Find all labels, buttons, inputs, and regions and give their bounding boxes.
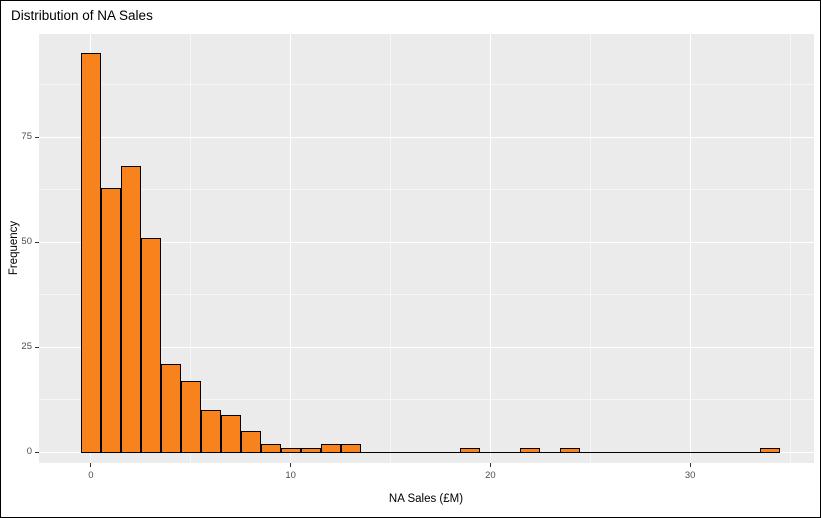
- x-major-gridline: [290, 34, 292, 463]
- x-major-gridline: [689, 34, 691, 463]
- histogram-bar: [80, 52, 101, 454]
- histogram-bar: [180, 380, 201, 454]
- y-minor-gridline: [39, 294, 814, 296]
- chart-title: Distribution of NA Sales: [11, 8, 153, 23]
- x-major-gridline: [489, 34, 491, 463]
- y-minor-gridline: [39, 83, 814, 85]
- histogram-bar: [200, 410, 221, 454]
- y-tick-mark: [35, 346, 39, 348]
- histogram-bar: [160, 364, 181, 454]
- y-tick-label: 75: [21, 131, 32, 143]
- histogram-bar: [340, 444, 361, 454]
- x-tick-label: 0: [88, 470, 94, 481]
- y-minor-gridline: [39, 399, 814, 401]
- y-tick-mark: [35, 136, 39, 138]
- y-minor-gridline: [39, 189, 814, 191]
- x-minor-gridline: [789, 34, 791, 463]
- x-minor-gridline: [589, 34, 591, 463]
- histogram-bar: [760, 448, 781, 454]
- y-tick-label: 25: [21, 341, 32, 353]
- histogram-bar: [260, 444, 281, 454]
- x-minor-gridline: [390, 34, 392, 463]
- x-tick-mark: [489, 463, 491, 467]
- plot-panel: [39, 34, 814, 463]
- histogram-bar: [220, 414, 241, 454]
- y-tick-mark: [35, 241, 39, 243]
- histogram-bar: [120, 166, 141, 454]
- y-tick-mark: [35, 451, 39, 453]
- y-tick-label: 50: [21, 236, 32, 248]
- x-tick-mark: [290, 463, 292, 467]
- histogram-bar: [460, 448, 481, 454]
- y-major-gridline: [39, 136, 814, 138]
- histogram-bar: [320, 444, 341, 454]
- x-tick-label: 30: [684, 470, 696, 481]
- y-major-gridline: [39, 241, 814, 243]
- histogram-bar: [520, 448, 541, 454]
- histogram-bar: [560, 448, 581, 454]
- y-major-gridline: [39, 346, 814, 348]
- histogram-bar: [280, 448, 301, 454]
- x-minor-gridline: [190, 34, 192, 463]
- histogram-bar: [100, 187, 121, 454]
- histogram-bar: [140, 237, 161, 454]
- x-axis-title: NA Sales (£M): [388, 493, 464, 505]
- histogram-bar: [240, 431, 261, 454]
- x-tick-mark: [689, 463, 691, 467]
- x-tick-label: 10: [285, 470, 296, 481]
- y-tick-label: 0: [26, 446, 32, 458]
- x-tick-mark: [90, 463, 92, 467]
- zero-baseline: [80, 452, 781, 454]
- x-tick-label: 20: [485, 470, 496, 481]
- histogram-bar: [300, 448, 321, 454]
